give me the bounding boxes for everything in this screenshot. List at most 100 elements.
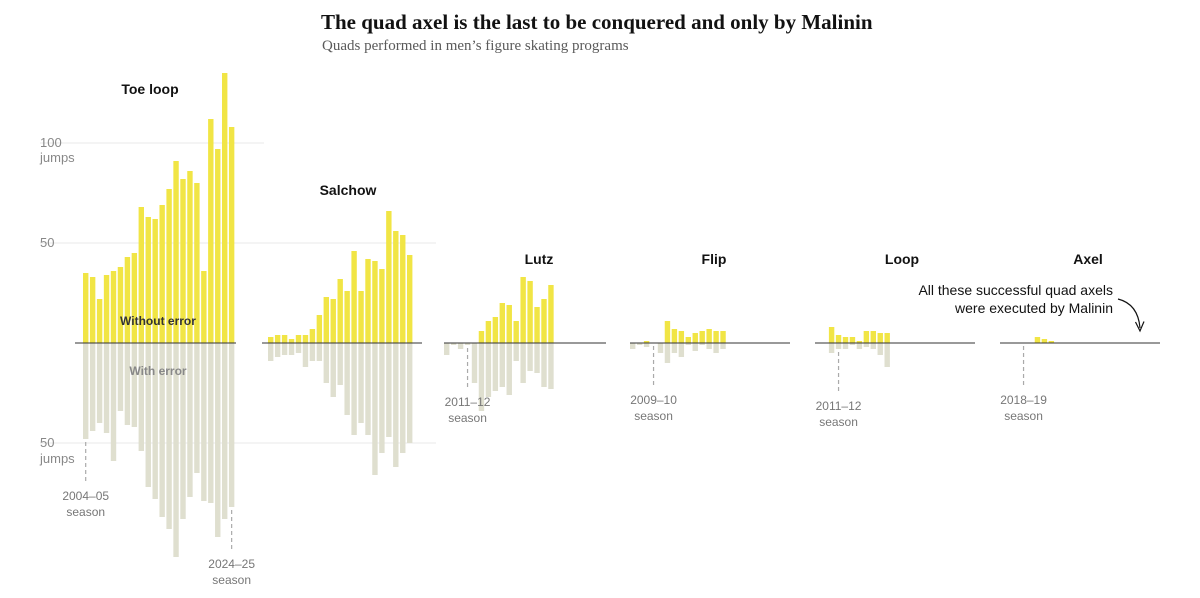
y-tick-top-unit: jumps bbox=[39, 150, 75, 165]
lutz-bar-without-error bbox=[520, 277, 526, 343]
salchow-panel-label: Salchow bbox=[320, 182, 377, 198]
salchow-bar-without-error bbox=[281, 335, 288, 343]
flip-bar-with-error bbox=[713, 343, 719, 353]
flip-bar-without-error bbox=[678, 331, 685, 343]
toe-loop-bar-without-error bbox=[215, 149, 221, 343]
flip-bar-with-error bbox=[657, 343, 664, 353]
salchow-bar-with-error bbox=[400, 343, 406, 453]
salchow-bar-with-error bbox=[302, 343, 309, 367]
annotation-arrow bbox=[1117, 298, 1141, 329]
lutz-bar-with-error bbox=[513, 343, 519, 361]
labels: Toe loop 2004–05 season 2024–25 season Salcho… bbox=[62, 81, 1102, 587]
salchow-bar-without-error bbox=[407, 255, 413, 343]
toe-loop-bar-with-error bbox=[124, 343, 131, 425]
axel-panel-label: Axel bbox=[1073, 251, 1103, 267]
toe-loop-bar-without-error bbox=[110, 271, 117, 343]
toe-loop-bar-without-error bbox=[194, 183, 200, 343]
salchow-bar-without-error bbox=[337, 279, 343, 343]
salchow-bar-without-error bbox=[309, 329, 316, 343]
toe-loop-bar-with-error bbox=[117, 343, 124, 411]
salchow-bar-with-error bbox=[337, 343, 343, 385]
axel-first-season-label: 2018–19 bbox=[1000, 393, 1047, 407]
salchow-bar-without-error bbox=[365, 259, 371, 343]
toe-loop-bar-with-error bbox=[201, 343, 207, 501]
toe-loop-bar-with-error bbox=[89, 343, 96, 431]
loop-bar-without-error bbox=[870, 331, 876, 343]
toe-loop-bar-without-error bbox=[159, 205, 165, 343]
salchow-bar-without-error bbox=[400, 235, 406, 343]
flip-bar-without-error bbox=[699, 331, 705, 343]
axel-bar-without-error bbox=[1034, 337, 1041, 343]
flip-bar-without-error bbox=[713, 331, 719, 343]
lutz-first-season-word: season bbox=[448, 411, 487, 425]
toe-loop-bar-without-error bbox=[96, 299, 103, 343]
toe-loop-bar-with-error bbox=[187, 343, 193, 497]
loop-bar-with-error bbox=[856, 343, 863, 349]
toe-loop-bar-with-error bbox=[145, 343, 151, 487]
toe-loop-bar-without-error bbox=[208, 119, 214, 343]
toe-loop-bar-without-error bbox=[131, 253, 138, 343]
flip-bar-with-error bbox=[678, 343, 685, 357]
salchow-bar-with-error bbox=[330, 343, 336, 397]
salchow-bar-without-error bbox=[358, 291, 364, 343]
y-tick-top-value: 100 bbox=[40, 135, 62, 150]
lutz-bar-with-error bbox=[457, 343, 464, 349]
lutz-bar-with-error bbox=[541, 343, 547, 387]
salchow-bar-without-error bbox=[323, 297, 329, 343]
flip-bar-with-error bbox=[720, 343, 726, 349]
salchow-bar-with-error bbox=[372, 343, 378, 475]
toe-loop-bar-with-error bbox=[228, 343, 235, 507]
toe-loop-bar-with-error bbox=[96, 343, 103, 423]
lutz-bar-without-error bbox=[548, 285, 554, 343]
toe-loop-bar-without-error bbox=[152, 219, 158, 343]
annotation-arrowhead bbox=[1134, 321, 1145, 333]
lutz-bar-without-error bbox=[541, 299, 547, 343]
salchow-bar-with-error bbox=[316, 343, 323, 361]
toe-loop-bar-with-error bbox=[173, 343, 179, 557]
salchow-bar-without-error bbox=[351, 251, 357, 343]
salchow-bar-without-error bbox=[288, 339, 295, 343]
toe-loop-bar-without-error bbox=[180, 179, 186, 343]
lutz-first-season-label: 2011–12 bbox=[445, 395, 491, 409]
loop-bar-with-error bbox=[863, 343, 870, 347]
toe-loop-bar-without-error bbox=[83, 273, 89, 343]
lutz-bar-without-error bbox=[506, 305, 512, 343]
flip-bar-with-error bbox=[671, 343, 678, 353]
toe-loop-bar-with-error bbox=[159, 343, 165, 517]
toe-loop-bar-with-error bbox=[152, 343, 158, 499]
lutz-bar-with-error bbox=[444, 343, 450, 355]
salchow-bar-with-error bbox=[358, 343, 364, 423]
flip-bar-without-error bbox=[643, 341, 650, 343]
loop-bar-with-error bbox=[842, 343, 849, 349]
y-tick-mid-value: 50 bbox=[40, 235, 54, 250]
lutz-bar-with-error bbox=[450, 343, 457, 345]
toe-loop-bar-with-error bbox=[138, 343, 144, 451]
toe-loop-bar-with-error bbox=[180, 343, 186, 519]
toe-loop-bar-with-error bbox=[131, 343, 138, 427]
flip-bar-with-error bbox=[636, 343, 643, 345]
lutz-bar-without-error bbox=[492, 317, 499, 343]
flip-bar-with-error bbox=[630, 343, 636, 349]
loop-first-season-label: 2011–12 bbox=[816, 399, 862, 413]
loop-bar-without-error bbox=[849, 337, 856, 343]
toe-loop-bar-with-error bbox=[208, 343, 214, 503]
flip-bar-without-error bbox=[664, 321, 671, 343]
toe-loop-last-season-label: 2024–25 bbox=[208, 557, 255, 571]
lutz-bar-without-error bbox=[478, 331, 485, 343]
salchow-bar-without-error bbox=[379, 269, 385, 343]
lutz-bar-with-error bbox=[548, 343, 554, 389]
loop-bar-without-error bbox=[835, 335, 842, 343]
loop-bar-without-error bbox=[828, 327, 835, 343]
with-error-label: With error bbox=[129, 364, 187, 378]
flip-bar-with-error bbox=[699, 343, 705, 345]
axel-first-season-word: season bbox=[1004, 409, 1043, 423]
salchow-bar-with-error bbox=[288, 343, 295, 355]
flip-bar-with-error bbox=[692, 343, 698, 351]
lutz-bar-with-error bbox=[492, 343, 499, 391]
loop-panel-label: Loop bbox=[885, 251, 919, 267]
toe-loop-bar-with-error bbox=[222, 343, 228, 519]
flip-first-season-label: 2009–10 bbox=[630, 393, 677, 407]
toe-loop-bar-with-error bbox=[110, 343, 117, 461]
lutz-bar-with-error bbox=[527, 343, 533, 371]
